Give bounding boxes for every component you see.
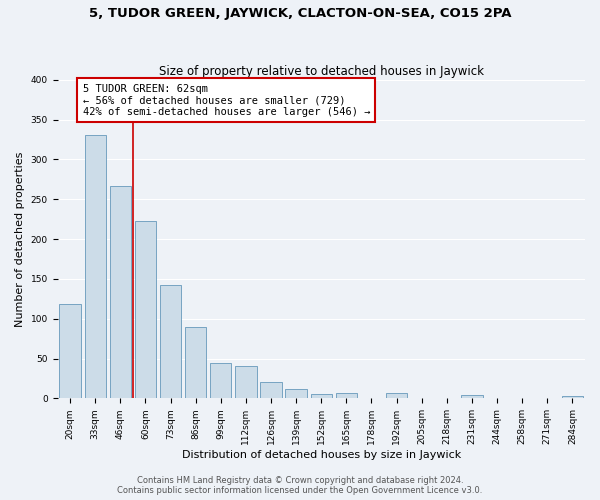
Y-axis label: Number of detached properties: Number of detached properties — [15, 152, 25, 326]
Bar — [235, 366, 257, 398]
Bar — [110, 186, 131, 398]
Title: Size of property relative to detached houses in Jaywick: Size of property relative to detached ho… — [159, 66, 484, 78]
Bar — [286, 389, 307, 398]
Text: 5 TUDOR GREEN: 62sqm
← 56% of detached houses are smaller (729)
42% of semi-deta: 5 TUDOR GREEN: 62sqm ← 56% of detached h… — [83, 84, 370, 117]
Bar — [85, 136, 106, 398]
Bar — [185, 326, 206, 398]
Bar — [311, 394, 332, 398]
Bar — [135, 222, 156, 398]
Bar — [336, 393, 357, 398]
Bar — [260, 382, 282, 398]
Bar — [210, 364, 232, 398]
Text: 5, TUDOR GREEN, JAYWICK, CLACTON-ON-SEA, CO15 2PA: 5, TUDOR GREEN, JAYWICK, CLACTON-ON-SEA,… — [89, 8, 511, 20]
Bar — [461, 395, 482, 398]
X-axis label: Distribution of detached houses by size in Jaywick: Distribution of detached houses by size … — [182, 450, 461, 460]
Bar — [386, 393, 407, 398]
Bar — [160, 285, 181, 399]
Bar — [59, 304, 81, 398]
Text: Contains HM Land Registry data © Crown copyright and database right 2024.
Contai: Contains HM Land Registry data © Crown c… — [118, 476, 482, 495]
Bar — [562, 396, 583, 398]
